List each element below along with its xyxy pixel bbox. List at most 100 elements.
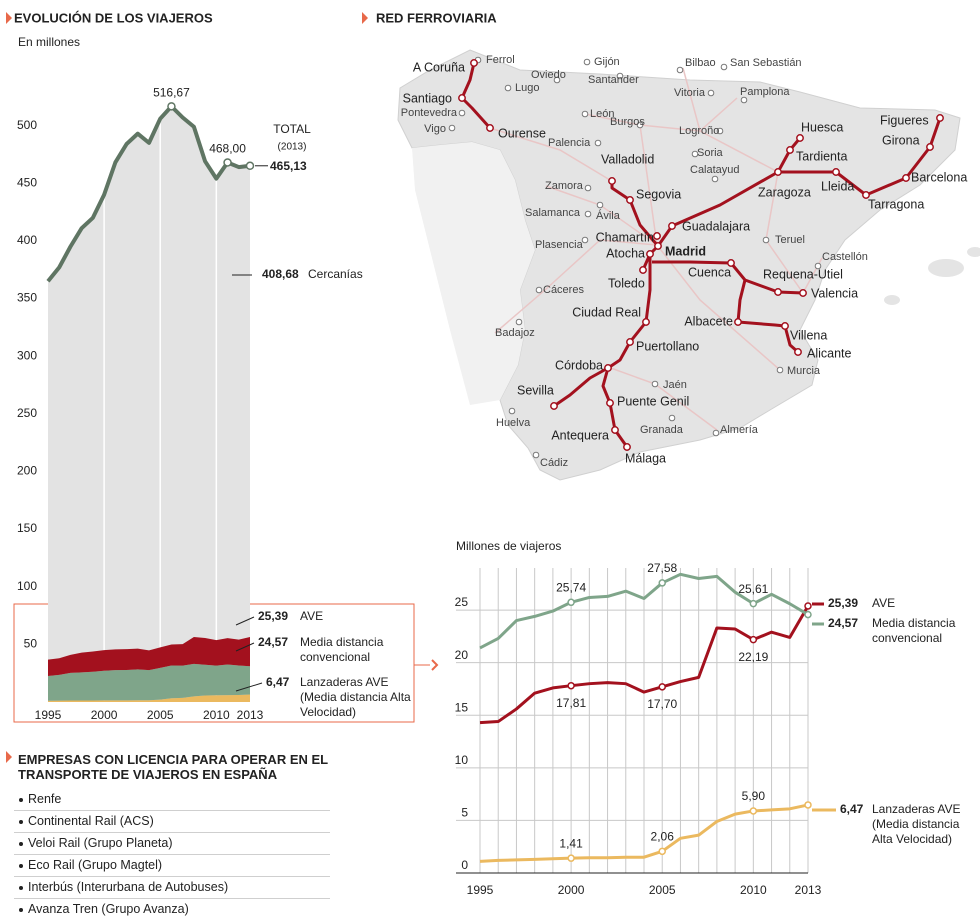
city-dot xyxy=(762,236,770,244)
y-tick-label: 300 xyxy=(17,348,37,362)
x-tick-label: 2005 xyxy=(147,708,174,722)
station-dot xyxy=(604,364,612,372)
station-label: Toledo xyxy=(608,276,645,290)
city-label: Vigo xyxy=(424,123,446,135)
station-dot xyxy=(470,59,478,67)
company: Eco Rail (Grupo Magtel) xyxy=(14,855,330,877)
station-label: Málaga xyxy=(625,451,666,465)
y-tick-label: 350 xyxy=(17,291,37,305)
station-label: Barcelona xyxy=(911,170,967,184)
y-tick-label: 250 xyxy=(17,406,37,420)
value-label: 25,74 xyxy=(556,580,586,594)
station-dot xyxy=(606,399,614,407)
station-label: Puertollano xyxy=(636,339,699,353)
city-label: Jaén xyxy=(663,379,687,391)
company: Renfe xyxy=(14,789,330,811)
station-dot xyxy=(862,191,870,199)
leader-line xyxy=(235,616,255,626)
city-dot xyxy=(581,236,589,244)
city-label: Murcia xyxy=(787,365,821,377)
city-label: Pontevedra xyxy=(401,107,458,119)
x-tick-label: 2005 xyxy=(649,883,676,897)
city-dot xyxy=(707,89,715,97)
station-label: Huesca xyxy=(801,120,843,134)
legend-value: 6,47 xyxy=(266,675,290,689)
station-label: Lleida xyxy=(821,179,854,193)
city-label: Castellón xyxy=(822,251,868,263)
station-label: Córdoba xyxy=(555,358,603,372)
city-dot xyxy=(504,84,512,92)
legend-value: 6,47 xyxy=(840,802,864,816)
station-label: Ciudad Real xyxy=(572,305,641,319)
map-title: RED FERROVIARIA xyxy=(376,10,497,25)
city-dot xyxy=(553,76,561,84)
city-label: León xyxy=(590,108,614,120)
city-label: Badajoz xyxy=(495,327,535,339)
station-label: Valladolid xyxy=(601,152,654,166)
company: Continental Rail (ACS) xyxy=(14,811,330,833)
city-label: Santander xyxy=(588,74,639,86)
point-marker xyxy=(804,801,812,809)
city-dot xyxy=(616,72,624,80)
total-area xyxy=(48,106,250,702)
city-label: Cádiz xyxy=(540,457,568,469)
station-dot xyxy=(799,289,807,297)
point-marker xyxy=(749,599,758,608)
station-dot xyxy=(727,259,735,267)
chart-title: EVOLUCIÓN DE LOS VIAJEROS xyxy=(14,10,213,25)
value-label: 468,00 xyxy=(209,142,246,156)
point-marker xyxy=(223,158,232,167)
station-label: Sevilla xyxy=(517,383,554,397)
station-label: Atocha xyxy=(606,246,645,260)
point-marker xyxy=(658,579,666,587)
city-dot xyxy=(448,124,456,132)
company: Avanza Tren (Grupo Avanza) xyxy=(14,899,330,918)
point-marker xyxy=(804,610,812,619)
station-dot xyxy=(486,124,494,132)
legend-value: 25,39 xyxy=(258,609,288,623)
value-label: 2,06 xyxy=(651,830,675,844)
legend-label: AVE xyxy=(872,596,896,610)
city-label: Logroño xyxy=(679,125,719,137)
station-label: Zaragoza xyxy=(758,185,811,199)
station-dot xyxy=(902,174,910,182)
city-dot xyxy=(691,150,699,158)
section-marker xyxy=(6,12,12,24)
city-label: Burgos xyxy=(610,116,645,128)
legend-value: 24,57 xyxy=(258,635,288,649)
city-dot xyxy=(581,110,589,118)
companies-list: Renfe Continental Rail (ACS) Veloi Rail … xyxy=(14,789,330,918)
station-dot xyxy=(774,168,782,176)
x-tick-label: 2010 xyxy=(203,708,230,722)
city-dot xyxy=(720,63,728,71)
station-label: Guadalajara xyxy=(682,219,750,233)
y-tick-label: 15 xyxy=(455,700,469,714)
city-label: Gijón xyxy=(594,56,620,68)
city-dot xyxy=(651,380,659,388)
station-dot xyxy=(734,318,742,326)
balearic-island xyxy=(928,259,964,277)
station-label: Puente Genil xyxy=(617,394,689,408)
chart-subtitle: En millones xyxy=(18,35,80,49)
station-dot xyxy=(781,322,789,330)
station-dot xyxy=(639,266,647,274)
balearic-island xyxy=(967,247,980,257)
station-dot xyxy=(654,242,662,250)
company: Veloi Rail (Grupo Planeta) xyxy=(14,833,330,855)
city-label: Bilbao xyxy=(685,57,716,69)
station-label: Tardienta xyxy=(796,149,847,163)
city-dot xyxy=(584,210,592,218)
leader-line xyxy=(235,682,263,692)
station-dot xyxy=(653,232,661,240)
y-tick-label: 5 xyxy=(461,806,468,820)
point-marker xyxy=(804,602,812,610)
city-dot xyxy=(814,262,822,270)
city-label: San Sebastián xyxy=(730,57,802,69)
legend-value: 25,39 xyxy=(828,596,858,610)
y-tick-label: 450 xyxy=(17,175,37,189)
arrow xyxy=(431,659,439,671)
city-label: Teruel xyxy=(775,234,805,246)
y-tick-label: 10 xyxy=(455,753,469,767)
station-label: Albacete xyxy=(684,314,733,328)
